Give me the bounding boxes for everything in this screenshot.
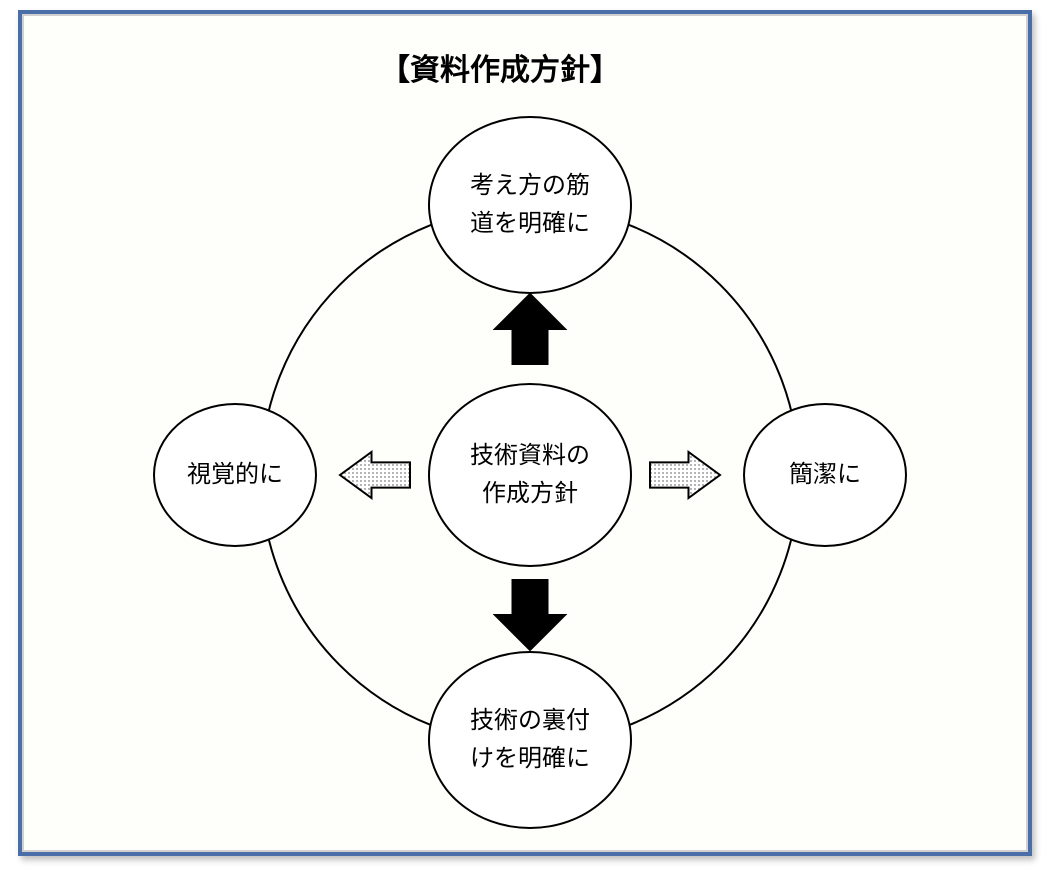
node-bottom-label: 技術の裏付 けを明確に: [470, 702, 590, 779]
diagram-title: 【資料作成方針】: [380, 45, 620, 89]
node-right: 簡潔に: [743, 403, 907, 547]
center-node: 技術資料の 作成方針: [428, 383, 632, 567]
arrow-up-icon: [495, 294, 565, 364]
node-bottom: 技術の裏付 けを明確に: [428, 651, 632, 829]
arrow-down-icon: [495, 580, 565, 650]
center-node-label: 技術資料の 作成方針: [470, 437, 590, 514]
node-right-label: 簡潔に: [789, 456, 861, 494]
node-top: 考え方の筋 道を明確に: [428, 116, 632, 294]
node-left: 視覚的に: [153, 403, 317, 547]
arrow-right-icon: [650, 452, 720, 498]
node-left-label: 視覚的に: [187, 456, 283, 494]
node-top-label: 考え方の筋 道を明確に: [470, 167, 590, 244]
arrow-left-icon: [340, 452, 410, 498]
